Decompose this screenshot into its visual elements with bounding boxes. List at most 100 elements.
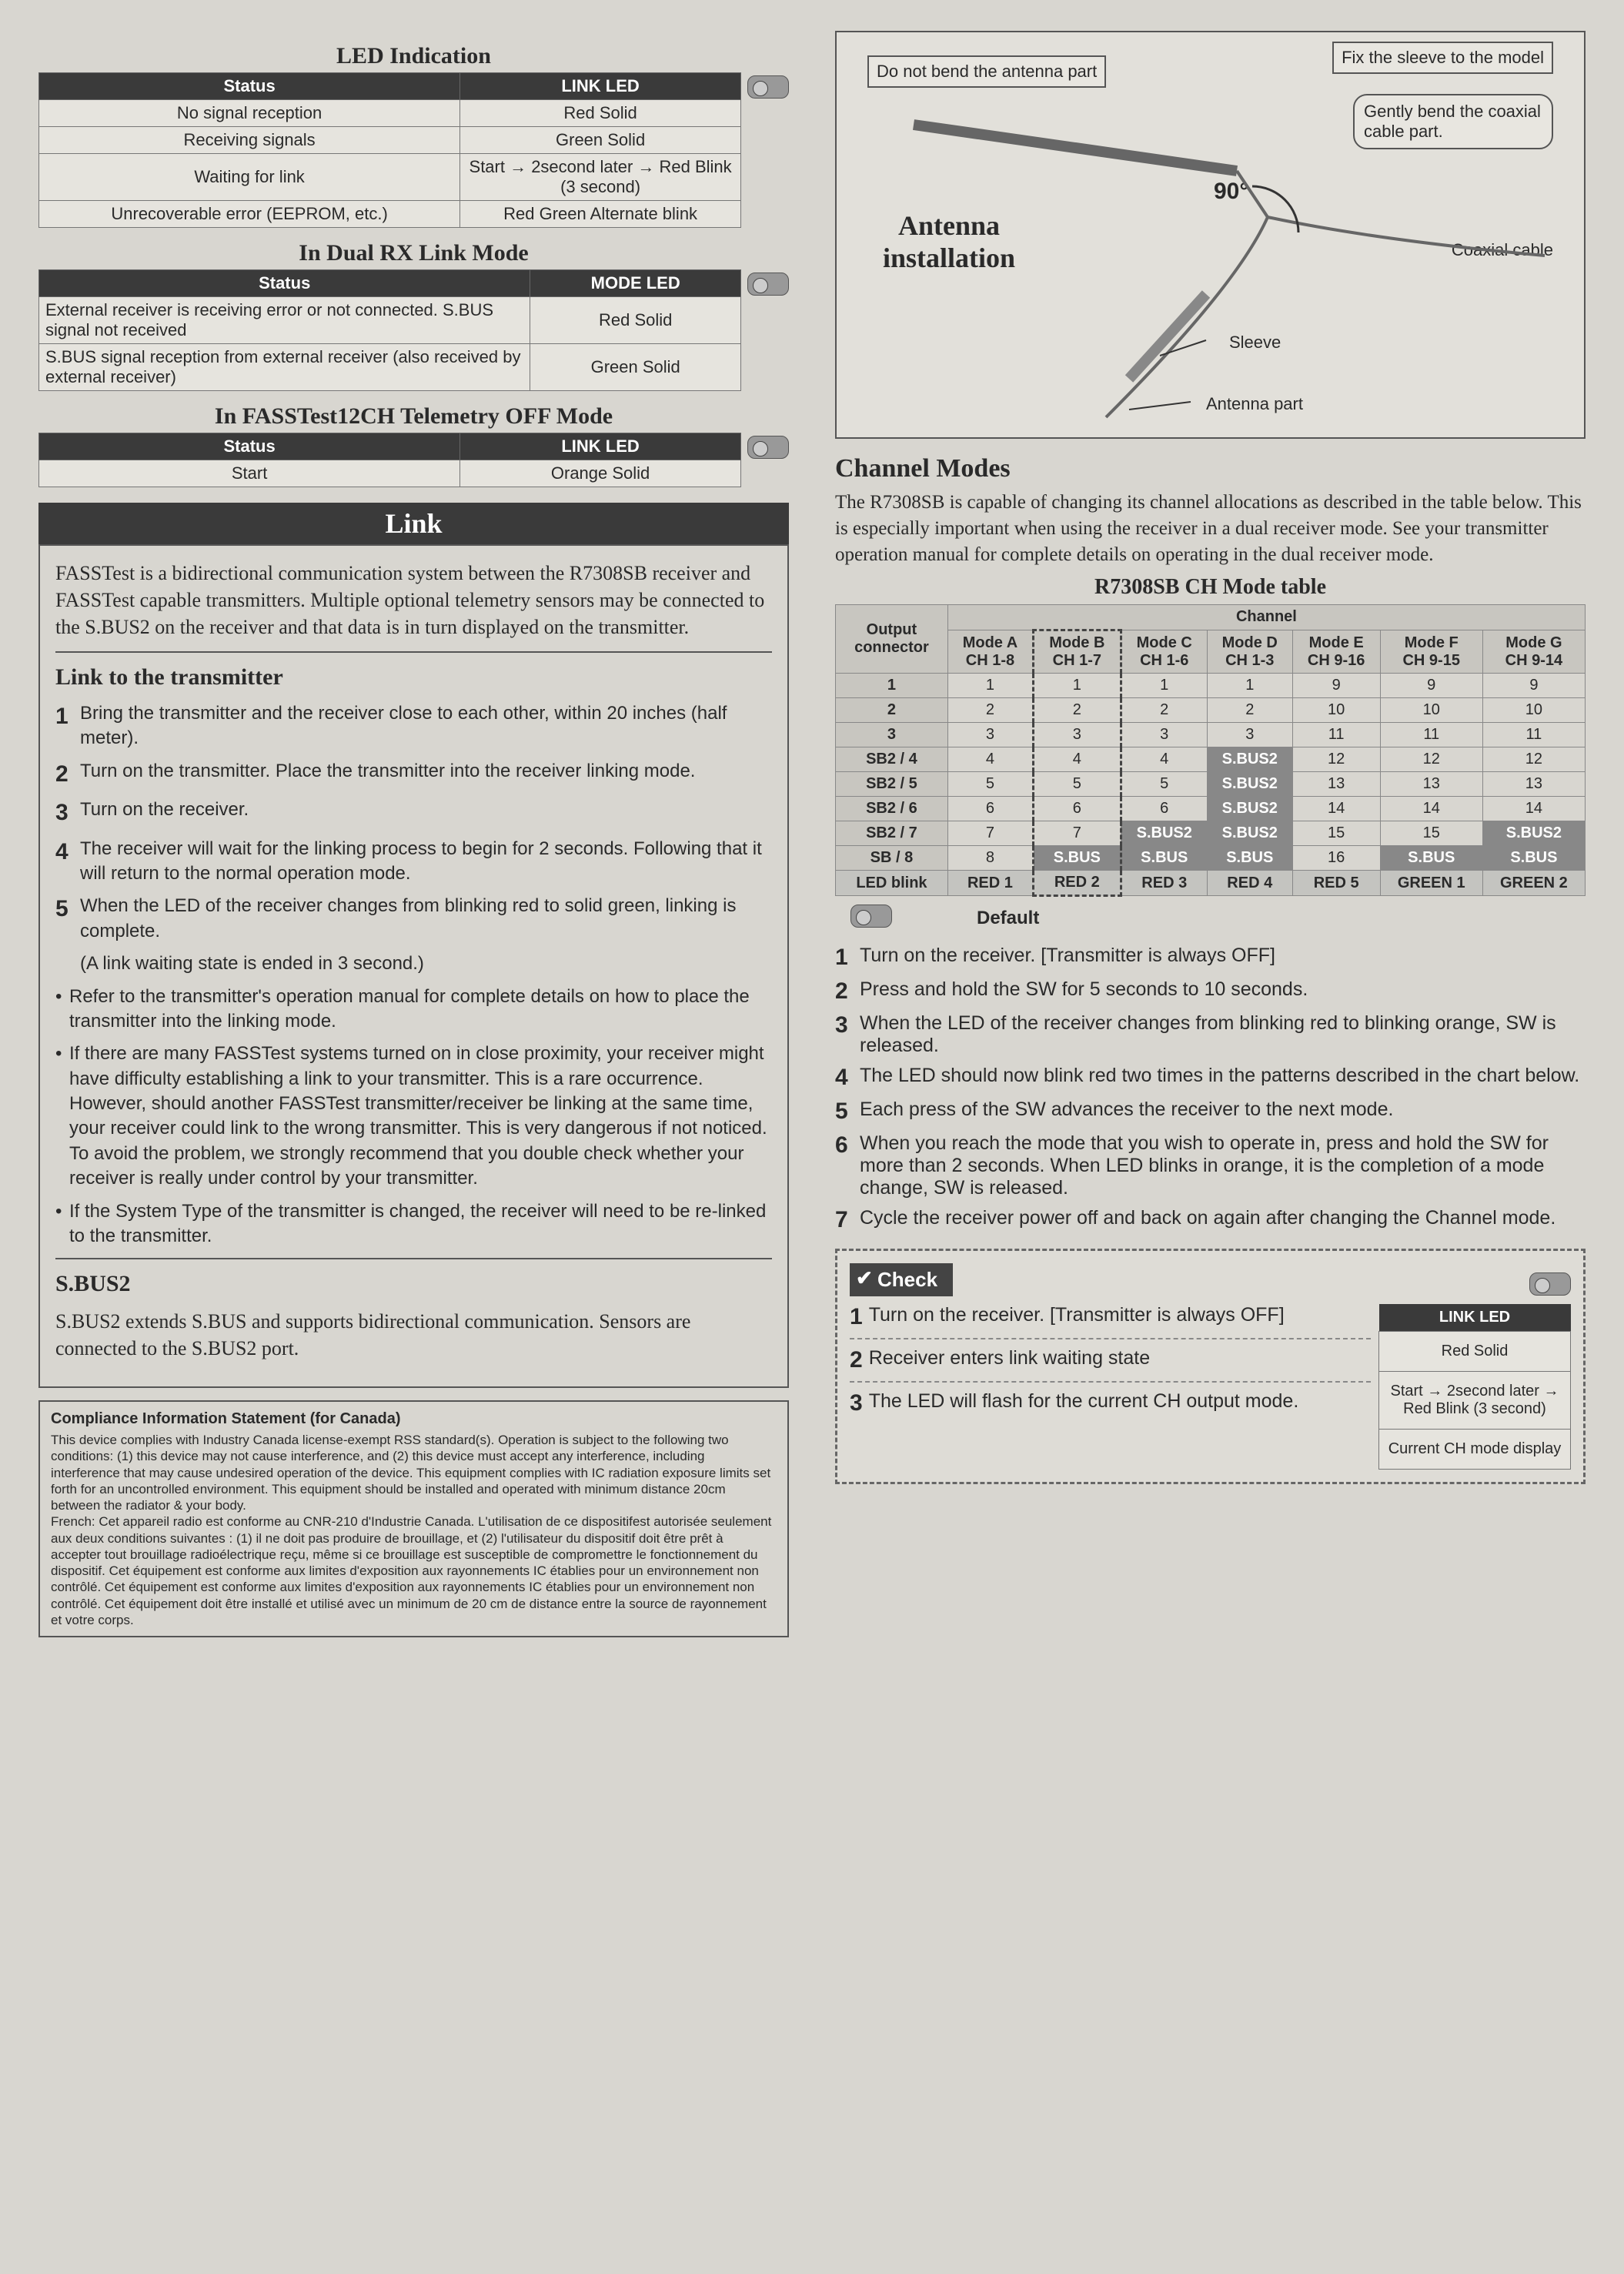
led-blink-cell: GREEN 1 — [1380, 871, 1482, 896]
led-icon — [1529, 1272, 1571, 1296]
led-blink-cell: RED 3 — [1121, 871, 1207, 896]
mode-cell: 8 — [947, 846, 1033, 871]
mode-cell: 10 — [1482, 698, 1585, 723]
led-indication-title: LED Indication — [38, 43, 789, 69]
step-text: Bring the transmitter and the receiver c… — [80, 701, 772, 751]
led-cell: Red Solid — [530, 297, 741, 344]
dual-rx-title: In Dual RX Link Mode — [38, 240, 789, 266]
th-linkled: LINK LED — [460, 73, 741, 100]
compliance-text-fr: French: Cet appareil radio est conforme … — [51, 1513, 777, 1628]
mode-cell: 7 — [947, 821, 1033, 846]
th-status: Status — [39, 73, 460, 100]
th-mode: Mode ACH 1-8 — [947, 630, 1033, 674]
cm-step: 4The LED should now blink red two times … — [835, 1065, 1586, 1091]
led-cell: Start → 2second later → Red Blink (3 sec… — [460, 154, 741, 201]
check-step: 2Receiver enters link waiting state — [850, 1347, 1371, 1373]
led-cell: Red Solid — [460, 100, 741, 127]
step-num: 1 — [55, 701, 74, 751]
callout-dont-bend: Do not bend the antenna part — [867, 55, 1106, 88]
step-text: When the LED of the receiver changes fro… — [80, 894, 772, 944]
status-cell: Start — [39, 460, 460, 487]
antenna-title: Antenna installation — [883, 209, 1015, 274]
link-steps: 1Bring the transmitter and the receiver … — [55, 701, 772, 944]
mode-cell: 7 — [1034, 821, 1121, 846]
mode-cell: 3 — [947, 723, 1033, 747]
mode-cell: S.BUS2 — [1207, 772, 1292, 797]
cm-step: 1Turn on the receiver. [Transmitter is a… — [835, 945, 1586, 971]
cm-step: 7Cycle the receiver power off and back o… — [835, 1207, 1586, 1233]
mode-cell: 9 — [1380, 674, 1482, 698]
step-text: The LED will flash for the current CH ou… — [869, 1390, 1299, 1416]
step-num: 7 — [835, 1207, 854, 1233]
led-icon — [747, 273, 789, 296]
check-box: Check 1Turn on the receiver. [Transmitte… — [835, 1249, 1586, 1484]
link-step: 2Turn on the transmitter. Place the tran… — [55, 759, 772, 791]
th-mode: Mode GCH 9-14 — [1482, 630, 1585, 674]
check-step: 1Turn on the receiver. [Transmitter is a… — [850, 1304, 1371, 1330]
fasstest-off-table: Status LINK LED StartOrange Solid — [38, 433, 741, 487]
mode-cell: S.BUS2 — [1207, 747, 1292, 772]
output-cell: SB2 / 7 — [836, 821, 948, 846]
sbus2-title: S.BUS2 — [55, 1269, 772, 1300]
check-led-cell: Red Solid — [1379, 1332, 1571, 1372]
step-num: 5 — [835, 1099, 854, 1125]
th-output: Outputconnector — [836, 605, 948, 674]
dashed-sep — [850, 1338, 1371, 1339]
mode-cell: 11 — [1380, 723, 1482, 747]
angle-label: 90° — [1214, 179, 1248, 205]
sbus2-text: S.BUS2 extends S.BUS and supports bidire… — [55, 1308, 772, 1362]
output-cell: SB / 8 — [836, 846, 948, 871]
coax-label: Coaxial cable — [1452, 240, 1553, 260]
step-num: 2 — [835, 978, 854, 1005]
mode-cell: 2 — [1034, 698, 1121, 723]
step-num: 2 — [850, 1347, 863, 1373]
link-intro: FASSTest is a bidirectional communicatio… — [55, 560, 772, 640]
mode-cell: 9 — [1482, 674, 1585, 698]
link-note5: (A link waiting state is ended in 3 seco… — [80, 951, 772, 976]
cm-step: 2Press and hold the SW for 5 seconds to … — [835, 978, 1586, 1005]
link-step: 1Bring the transmitter and the receiver … — [55, 701, 772, 751]
mode-cell: 15 — [1292, 821, 1380, 846]
led-icon — [747, 436, 789, 459]
step-text: When the LED of the receiver changes fro… — [860, 1012, 1586, 1057]
step-text: Turn on the receiver. [Transmitter is al… — [860, 945, 1275, 971]
link-bullets: Refer to the transmitter's operation man… — [55, 985, 772, 1249]
mode-cell: 10 — [1380, 698, 1482, 723]
link-bullet: Refer to the transmitter's operation man… — [55, 985, 772, 1035]
led-blink-cell: RED 4 — [1207, 871, 1292, 896]
cm-step: 5Each press of the SW advances the recei… — [835, 1099, 1586, 1125]
link-bullet: If the System Type of the transmitter is… — [55, 1199, 772, 1249]
fasstest-off-title: In FASSTest12CH Telemetry OFF Mode — [38, 403, 789, 430]
th-mode: Mode ECH 9-16 — [1292, 630, 1380, 674]
channel-modes-intro: The R7308SB is capable of changing its c… — [835, 490, 1586, 567]
led-blink-label: LED blink — [836, 871, 948, 896]
output-cell: 1 — [836, 674, 948, 698]
led-icon — [747, 75, 789, 99]
mode-cell: 11 — [1482, 723, 1585, 747]
led-blink-cell: RED 1 — [947, 871, 1033, 896]
step-num: 4 — [55, 837, 74, 887]
led-blink-cell: RED 5 — [1292, 871, 1380, 896]
mode-cell: S.BUS2 — [1207, 821, 1292, 846]
mode-cell: 9 — [1292, 674, 1380, 698]
th-modeled: MODE LED — [530, 270, 741, 297]
status-cell: Unrecoverable error (EEPROM, etc.) — [39, 201, 460, 228]
speech-gently-bend: Gently bend the coaxial cable part. — [1353, 94, 1553, 149]
link-step: 5When the LED of the receiver changes fr… — [55, 894, 772, 944]
mode-cell: 5 — [1034, 772, 1121, 797]
ch-mode-table: OutputconnectorChannelMode ACH 1-8Mode B… — [835, 604, 1586, 897]
dashed-sep — [850, 1381, 1371, 1383]
antenna-title-l2: installation — [883, 242, 1015, 274]
mode-cell: 2 — [1121, 698, 1207, 723]
mode-cell: 6 — [947, 797, 1033, 821]
mode-cell: 5 — [947, 772, 1033, 797]
led-blink-cell: GREEN 2 — [1482, 871, 1585, 896]
compliance-title: Compliance Information Statement (for Ca… — [51, 1410, 777, 1429]
mode-cell: S.BUS — [1034, 846, 1121, 871]
mode-cell: 13 — [1380, 772, 1482, 797]
mode-table-title: R7308SB CH Mode table — [835, 575, 1586, 600]
mode-cell: S.BUS2 — [1121, 821, 1207, 846]
default-label: Default — [977, 908, 1039, 929]
led-cell: Green Solid — [460, 127, 741, 154]
mode-cell: 12 — [1482, 747, 1585, 772]
